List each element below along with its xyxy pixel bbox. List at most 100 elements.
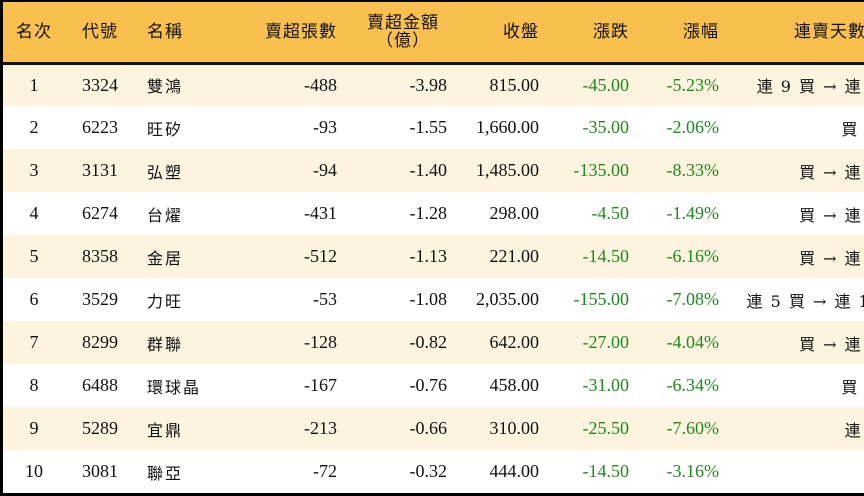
cell-code: 3081 <box>82 461 118 481</box>
cell-streak: 連 5 買 → 連 15 賣 <box>746 291 864 311</box>
cell-change-pct: -7.08% <box>666 289 720 309</box>
header-net-sell-amount-line1: 賣超金額 <box>367 12 439 33</box>
table-row: 1 3324 雙鴻 -488 -3.98 815.00 -45.00 -5.23… <box>3 63 864 106</box>
cell-streak: 買 → 連 2 賣 <box>799 162 864 182</box>
cell-change: -27.00 <box>582 332 630 352</box>
table-row: 4 6274 台燿 -431 -1.28 298.00 -4.50 -1.49%… <box>3 192 864 235</box>
cell-close: 815.00 <box>489 74 540 95</box>
cell-rank: 6 <box>29 289 39 309</box>
cell-change: -4.50 <box>591 203 630 223</box>
cell-name: 台燿 <box>147 205 184 225</box>
cell-name: 雙鴻 <box>147 77 184 97</box>
cell-change: -14.50 <box>582 246 630 266</box>
cell-name: 群聯 <box>147 334 184 354</box>
cell-net-sell-amount: -1.55 <box>409 117 448 137</box>
cell-change-pct: -5.23% <box>666 74 720 95</box>
cell-code: 6223 <box>82 117 118 137</box>
cell-streak: 1 <box>727 450 864 493</box>
cell-streak: 買 → 連 2 賣 <box>799 248 864 268</box>
header-net-sell-amount: 賣超金額 （億） <box>345 2 455 63</box>
cell-streak: 買 → 連 3 賣 <box>799 205 864 225</box>
cell-rank: 10 <box>25 461 43 481</box>
cell-change: -35.00 <box>582 117 630 137</box>
cell-change-pct: -6.16% <box>666 246 720 266</box>
cell-net-sell-shares: -512 <box>304 246 337 266</box>
cell-rank: 8 <box>29 375 39 395</box>
header-net-sell-amount-line2: （億） <box>376 30 430 51</box>
cell-net-sell-amount: -0.76 <box>409 375 448 395</box>
table-row: 7 8299 群聯 -128 -0.82 642.00 -27.00 -4.04… <box>3 321 864 364</box>
cell-code: 5289 <box>82 418 118 438</box>
cell-change: -155.00 <box>573 289 630 309</box>
cell-net-sell-amount: -0.66 <box>409 418 448 438</box>
cell-rank: 2 <box>29 117 39 137</box>
table-row: 10 3081 聯亞 -72 -0.32 444.00 -14.50 -3.16… <box>3 450 864 493</box>
header-change-pct: 漲幅 <box>683 21 719 42</box>
cell-name: 宜鼎 <box>147 420 184 440</box>
cell-code: 6488 <box>82 375 118 395</box>
cell-rank: 4 <box>29 203 39 223</box>
cell-net-sell-amount: -3.98 <box>409 74 448 95</box>
cell-streak: 連 9 買 → 連 6 賣 <box>756 77 864 97</box>
cell-code: 8358 <box>82 246 118 266</box>
cell-change: -25.50 <box>582 418 630 438</box>
cell-streak: 買 → 賣 <box>841 377 864 397</box>
cell-change-pct: -1.49% <box>666 203 720 223</box>
header-close: 收盤 <box>503 21 539 42</box>
header-rank: 名次 <box>16 21 52 42</box>
cell-rank: 3 <box>29 160 39 180</box>
cell-code: 8299 <box>82 332 118 352</box>
cell-net-sell-shares: -53 <box>313 289 337 309</box>
cell-streak: 買 → 賣 <box>841 119 864 139</box>
cell-close: 1,660.00 <box>476 117 539 137</box>
cell-close: 2,035.00 <box>476 289 539 309</box>
header-streak: 連賣天數 <box>794 21 864 42</box>
cell-rank: 5 <box>29 246 39 266</box>
cell-close: 1,485.00 <box>476 160 539 180</box>
cell-rank: 7 <box>29 332 39 352</box>
table-row: 9 5289 宜鼎 -213 -0.66 310.00 -25.50 -7.60… <box>3 407 864 450</box>
cell-code: 3131 <box>82 160 118 180</box>
cell-net-sell-shares: -431 <box>304 203 337 223</box>
table-row: 6 3529 力旺 -53 -1.08 2,035.00 -155.00 -7.… <box>3 278 864 321</box>
cell-name: 弘塑 <box>147 162 184 182</box>
cell-name: 聯亞 <box>147 463 184 483</box>
cell-net-sell-amount: -1.28 <box>409 203 448 223</box>
header-code: 代號 <box>82 21 118 42</box>
cell-close: 221.00 <box>489 246 540 266</box>
cell-name: 金居 <box>147 248 184 268</box>
table-row: 2 6223 旺矽 -93 -1.55 1,660.00 -35.00 -2.0… <box>3 106 864 149</box>
cell-change-pct: -8.33% <box>666 160 720 180</box>
header-change: 漲跌 <box>593 21 629 42</box>
cell-rank: 1 <box>29 74 39 95</box>
cell-close: 642.00 <box>489 332 540 352</box>
cell-change: -45.00 <box>582 74 630 95</box>
cell-change: -31.00 <box>582 375 630 395</box>
cell-net-sell-amount: -0.82 <box>409 332 448 352</box>
cell-net-sell-amount: -1.08 <box>409 289 448 309</box>
cell-net-sell-amount: -1.13 <box>409 246 448 266</box>
cell-streak: 買 → 連 4 賣 <box>799 334 864 354</box>
cell-change-pct: -4.04% <box>666 332 720 352</box>
cell-net-sell-amount: -1.40 <box>409 160 448 180</box>
cell-net-sell-shares: -94 <box>313 160 337 180</box>
cell-name: 旺矽 <box>147 119 184 139</box>
cell-rank: 9 <box>29 418 39 438</box>
table-row: 8 6488 環球晶 -167 -0.76 458.00 -31.00 -6.3… <box>3 364 864 407</box>
cell-change-pct: -7.60% <box>666 418 720 438</box>
cell-net-sell-amount: -0.32 <box>409 461 448 481</box>
cell-net-sell-shares: -93 <box>313 117 337 137</box>
cell-change-pct: -6.34% <box>666 375 720 395</box>
table-body: 1 3324 雙鴻 -488 -3.98 815.00 -45.00 -5.23… <box>3 63 864 493</box>
cell-net-sell-shares: -128 <box>304 332 337 352</box>
net-sell-ranking-table: 名次 代號 名稱 賣超張數 賣超金額 （億） 收盤 漲跌 漲幅 連賣天數 1 3… <box>3 2 864 493</box>
cell-close: 458.00 <box>489 375 540 395</box>
cell-net-sell-shares: -213 <box>304 418 337 438</box>
cell-name: 環球晶 <box>147 377 202 397</box>
cell-change: -14.50 <box>582 461 630 481</box>
cell-net-sell-shares: -167 <box>304 375 337 395</box>
cell-change-pct: -2.06% <box>666 117 720 137</box>
cell-streak: 連 2 賣 <box>844 420 864 440</box>
table-header-row: 名次 代號 名稱 賣超張數 賣超金額 （億） 收盤 漲跌 漲幅 連賣天數 <box>3 2 864 63</box>
